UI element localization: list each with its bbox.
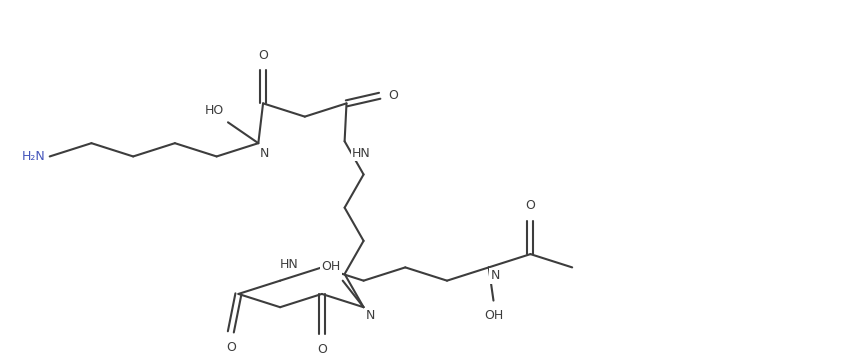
Text: O: O — [526, 200, 535, 212]
Text: N: N — [260, 147, 270, 160]
Text: HN: HN — [280, 258, 299, 271]
Text: O: O — [226, 342, 235, 354]
Text: N: N — [490, 269, 500, 282]
Text: H₂N: H₂N — [22, 150, 46, 163]
Text: O: O — [389, 89, 398, 102]
Text: O: O — [259, 49, 268, 62]
Text: O: O — [317, 343, 327, 355]
Text: HO: HO — [205, 104, 224, 117]
Text: OH: OH — [484, 309, 503, 322]
Text: HN: HN — [352, 147, 371, 160]
Text: N: N — [366, 309, 375, 322]
Text: OH: OH — [322, 260, 341, 273]
